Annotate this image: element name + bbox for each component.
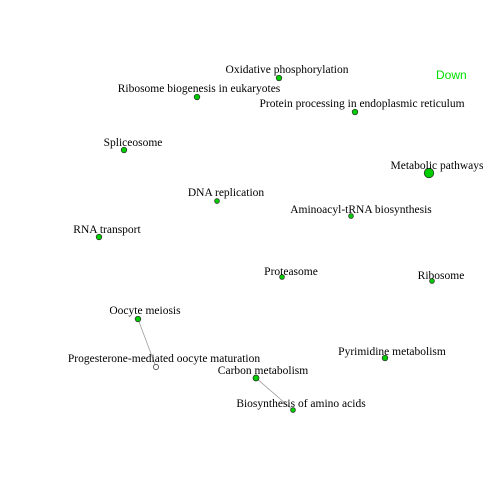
node-ribo_bio[interactable] (193, 93, 201, 101)
node-label-progesterone: Progesterone-mediated oocyte maturation (68, 353, 260, 365)
node-label-carbon: Carbon metabolism (218, 365, 308, 377)
node-label-dna_rep: DNA replication (188, 187, 265, 199)
node-rna_transport[interactable] (95, 233, 103, 241)
legend-down-label: Down (436, 68, 467, 82)
node-biosynth_aa[interactable] (290, 407, 296, 413)
nodes-layer (95, 74, 435, 413)
node-pyrimidine[interactable] (381, 354, 389, 362)
node-label-metabolic: Metabolic pathways (391, 160, 484, 172)
node-label-protein_er: Protein processing in endoplasmic reticu… (259, 98, 464, 110)
node-label-rna_transport: RNA transport (73, 224, 141, 236)
node-label-biosynth_aa: Biosynthesis of amino acids (236, 398, 366, 410)
node-oocyte_meiosis[interactable] (134, 315, 142, 323)
node-dna_rep[interactable] (214, 198, 220, 204)
edge-oocyte_meiosis-progesterone (137, 318, 157, 368)
node-ribosome[interactable] (429, 278, 435, 284)
node-carbon[interactable] (252, 374, 260, 382)
node-progesterone[interactable] (153, 364, 159, 370)
node-label-pyrimidine: Pyrimidine metabolism (338, 346, 446, 358)
node-label-aminoacyl: Aminoacyl-tRNA biosynthesis (290, 204, 432, 216)
node-oxphos[interactable] (275, 74, 283, 82)
edges-layer (137, 318, 294, 411)
node-protein_er[interactable] (351, 108, 359, 116)
edge-carbon-biosynth_aa (255, 377, 294, 411)
node-label-oxphos: Oxidative phosphorylation (226, 64, 349, 76)
labels-layer: Oxidative phosphorylation Ribosome biogen… (68, 64, 484, 410)
node-label-ribosome: Ribosome (418, 270, 465, 282)
node-label-oocyte_meiosis: Oocyte meiosis (109, 305, 181, 317)
node-label-proteasome: Proteasome (264, 266, 318, 278)
node-proteasome[interactable] (279, 274, 285, 280)
node-aminoacyl[interactable] (348, 213, 354, 219)
node-metabolic[interactable] (423, 167, 435, 179)
node-label-spliceosome: Spliceosome (104, 137, 163, 149)
node-label-ribo_bio: Ribosome biogenesis in eukaryotes (118, 83, 281, 95)
node-spliceosome[interactable] (120, 146, 128, 154)
